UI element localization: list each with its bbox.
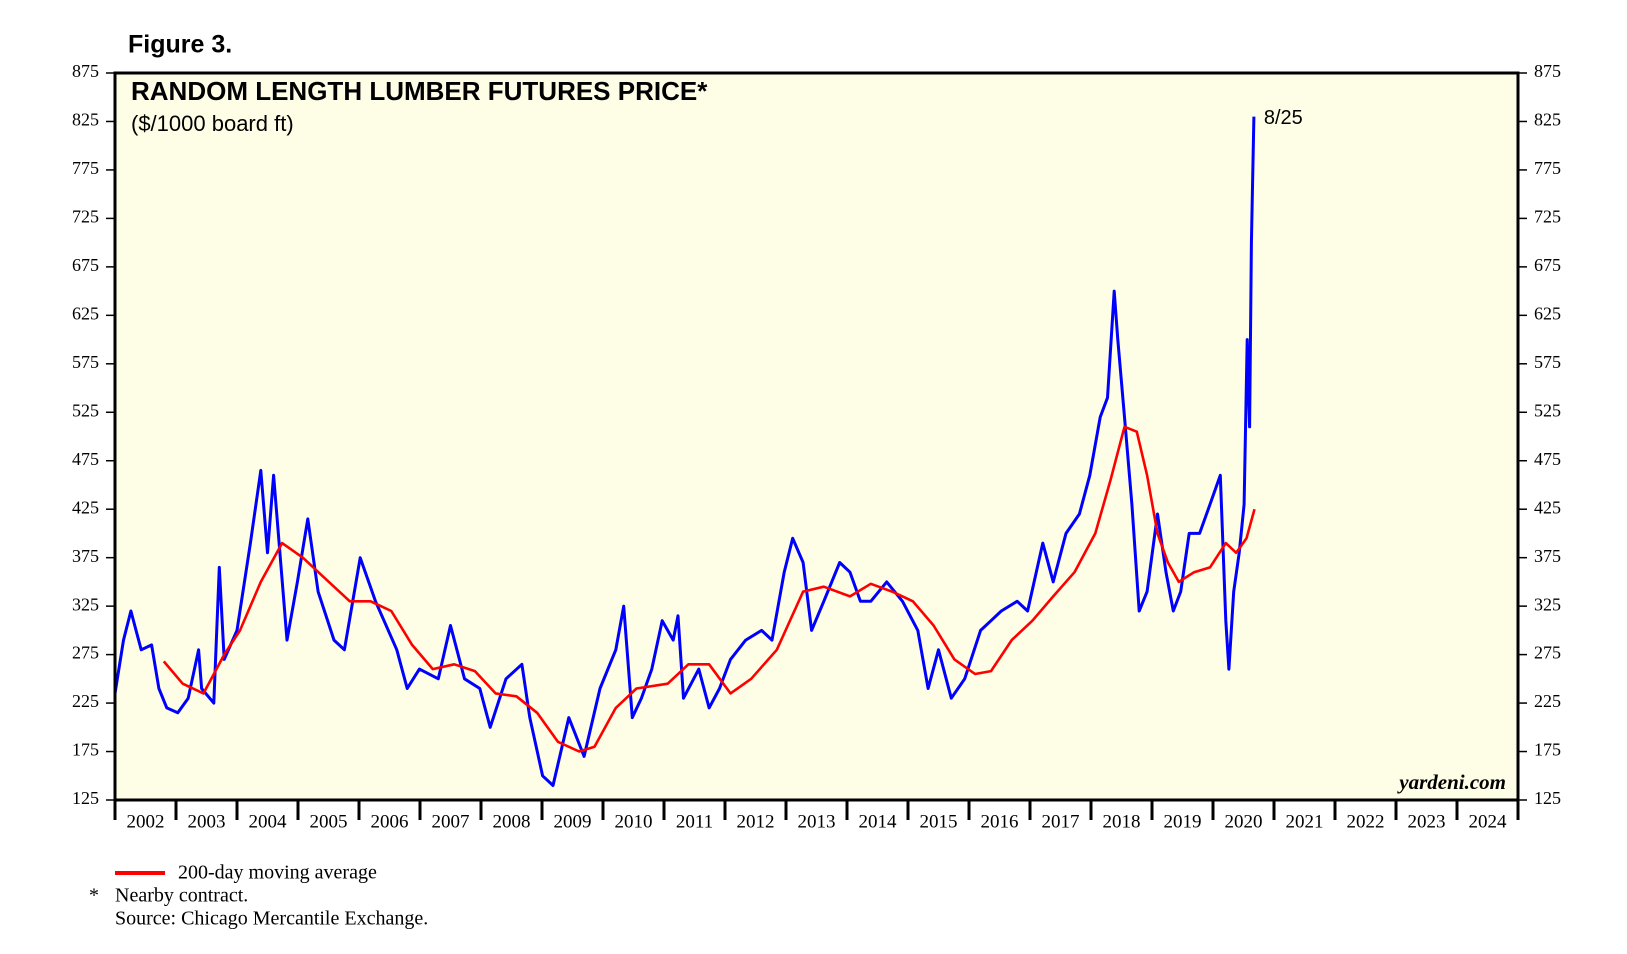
y-tick-label: 525 — [72, 400, 99, 420]
y-tick-label-right: 275 — [1534, 643, 1561, 663]
y-tick-label: 275 — [72, 643, 99, 663]
y-tick-label: 725 — [72, 207, 99, 227]
source: Source: Chicago Mercantile Exchange. — [115, 908, 428, 930]
annotation: 8/25 — [1264, 107, 1303, 129]
y-tick-label: 325 — [72, 594, 99, 614]
y-tick-label: 375 — [72, 546, 99, 566]
legend-label: 200-day moving average — [178, 862, 377, 884]
x-tick-label: 2004 — [249, 811, 288, 832]
y-tick-label: 825 — [72, 110, 99, 130]
x-tick-label: 2024 — [1469, 811, 1508, 832]
x-tick-label: 2012 — [737, 811, 775, 832]
y-tick-label-right: 525 — [1534, 400, 1561, 420]
x-tick-label: 2014 — [859, 811, 898, 832]
x-tick-label: 2005 — [310, 811, 348, 832]
plot-background — [115, 73, 1518, 800]
y-tick-label: 475 — [72, 449, 99, 469]
footnote: Nearby contract. — [115, 885, 248, 907]
x-tick-label: 2019 — [1164, 811, 1202, 832]
y-tick-label-right: 125 — [1534, 788, 1561, 808]
y-tick-label-right: 325 — [1534, 594, 1561, 614]
x-tick-label: 2018 — [1103, 811, 1141, 832]
y-tick-label-right: 625 — [1534, 303, 1561, 323]
x-tick-label: 2003 — [188, 811, 226, 832]
x-tick-label: 2015 — [920, 811, 958, 832]
plot-border — [113, 71, 1520, 802]
x-tick-label: 2007 — [432, 811, 470, 832]
y-tick-label-right: 175 — [1534, 740, 1561, 760]
footnote-symbol: * — [89, 885, 99, 907]
x-tick-label: 2011 — [676, 811, 713, 832]
y-tick-label-right: 225 — [1534, 691, 1561, 711]
y-tick-label: 675 — [72, 255, 99, 275]
chart-subtitle: ($/1000 board ft) — [131, 111, 294, 136]
y-tick-label: 175 — [72, 740, 99, 760]
x-tick-label: 2006 — [371, 811, 409, 832]
x-tick-label: 2022 — [1347, 811, 1385, 832]
y-tick-label-right: 675 — [1534, 255, 1561, 275]
x-tick-label: 2013 — [798, 811, 836, 832]
y-tick-label-right: 475 — [1534, 449, 1561, 469]
y-tick-label: 625 — [72, 303, 99, 323]
y-tick-label: 425 — [72, 497, 99, 517]
y-tick-label-right: 375 — [1534, 546, 1561, 566]
y-tick-label-right: 725 — [1534, 207, 1561, 227]
watermark: yardeni.com — [1396, 770, 1506, 794]
y-tick-label: 125 — [72, 788, 99, 808]
y-tick-label-right: 875 — [1534, 61, 1561, 81]
y-tick-label: 775 — [72, 158, 99, 178]
x-tick-label: 2021 — [1286, 811, 1324, 832]
x-tick-label: 2023 — [1408, 811, 1446, 832]
x-tick-label: 2016 — [981, 811, 1019, 832]
x-tick-label: 2009 — [554, 811, 592, 832]
x-tick-label: 2002 — [127, 811, 165, 832]
x-tick-label: 2017 — [1042, 811, 1080, 832]
y-tick-label: 225 — [72, 691, 99, 711]
x-tick-label: 2010 — [615, 811, 653, 832]
y-tick-label-right: 825 — [1534, 110, 1561, 130]
plot-area: 125 125 175 175 225 225 275 275 325 325 375 375 425 4… — [72, 61, 1561, 832]
x-tick-label: 2020 — [1225, 811, 1263, 832]
y-tick-label: 875 — [72, 61, 99, 81]
x-tick-label: 2008 — [493, 811, 531, 832]
y-tick-label: 575 — [72, 352, 99, 372]
line-series — [162, 425, 1256, 753]
y-tick-label-right: 775 — [1534, 158, 1561, 178]
figure-label: Figure 3. — [128, 31, 232, 59]
line-series — [113, 116, 1256, 787]
y-tick-label-right: 425 — [1534, 497, 1561, 517]
chart-title: RANDOM LENGTH LUMBER FUTURES PRICE* — [131, 76, 708, 106]
y-tick-label-right: 575 — [1534, 352, 1561, 372]
